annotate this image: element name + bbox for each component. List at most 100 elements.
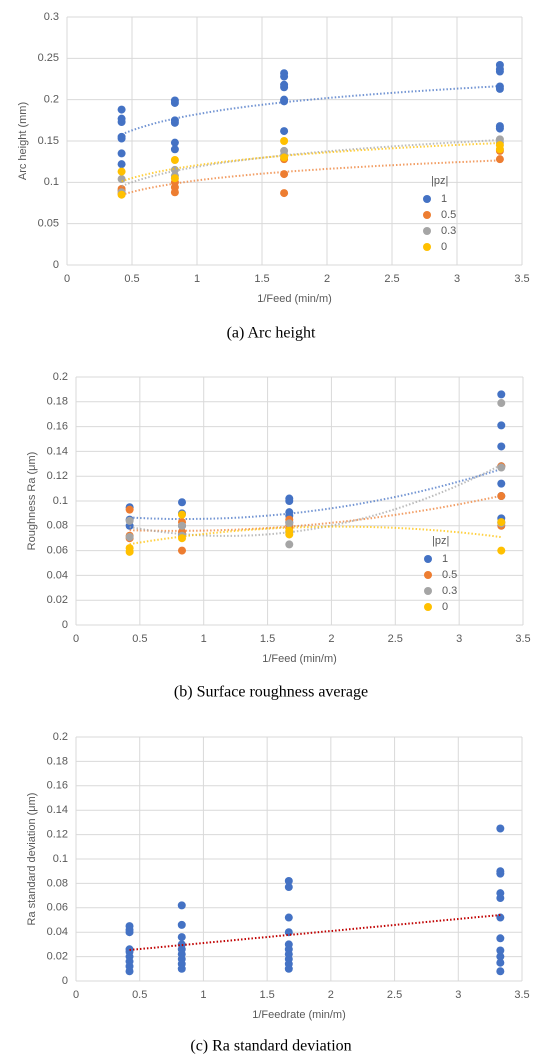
point — [117, 167, 126, 176]
x-tick-label: 3.5 — [514, 273, 529, 285]
point — [496, 952, 505, 961]
legend-label: 0.3 — [442, 585, 457, 597]
y-tick-label: 0 — [62, 975, 68, 987]
point — [496, 894, 505, 903]
x-tick-label: 1 — [200, 989, 206, 1001]
point — [280, 137, 289, 145]
y-tick-label: 0.15 — [38, 135, 59, 147]
trendline — [129, 463, 502, 537]
x-tick-label: 0.5 — [132, 989, 147, 1001]
legend-label: 1 — [441, 193, 447, 205]
y-tick-label: 0.3 — [44, 11, 59, 23]
point — [280, 127, 289, 136]
x-tick-label: 3 — [454, 273, 460, 285]
point — [125, 547, 134, 556]
x-tick-label: 0.5 — [132, 633, 147, 645]
point — [496, 824, 505, 833]
legend-marker — [424, 603, 432, 611]
point — [170, 188, 179, 197]
x-tick-label: 2 — [328, 989, 334, 1001]
point — [495, 84, 504, 93]
x-tick-label: 0 — [64, 273, 70, 285]
y-tick-label: 0.05 — [38, 218, 59, 230]
x-axis-title: 1/Feedrate (min/m) — [252, 1009, 346, 1021]
point — [280, 189, 289, 198]
y-tick-label: 0.25 — [38, 52, 59, 64]
legend-title: |pz| — [432, 535, 449, 547]
y-tick-label: 0.06 — [47, 545, 68, 557]
point — [170, 156, 179, 165]
point — [497, 479, 506, 488]
point — [125, 505, 134, 514]
x-tick-label: 0 — [73, 633, 79, 645]
point — [496, 934, 505, 943]
x-tick-label: 2 — [328, 633, 334, 645]
x-tick-label: 3 — [455, 989, 461, 1001]
point — [495, 124, 504, 133]
y-tick-label: 0 — [53, 259, 59, 271]
point — [285, 540, 294, 549]
y-axis-title: Ra standard deviation (μm) — [26, 793, 38, 926]
point — [497, 421, 506, 430]
trendline — [121, 139, 500, 188]
y-tick-label: 0.02 — [47, 951, 68, 963]
x-tick-label: 3 — [456, 633, 462, 645]
point — [497, 390, 506, 399]
point — [125, 516, 134, 525]
x-tick-label: 2 — [324, 273, 330, 285]
point — [280, 83, 289, 92]
point — [117, 160, 126, 169]
trendline — [121, 85, 500, 136]
legend-marker — [423, 211, 431, 219]
point — [117, 149, 126, 158]
y-axis-title: Arc height (mm) — [17, 102, 29, 180]
point — [117, 105, 126, 114]
point — [170, 98, 179, 107]
point — [495, 145, 504, 154]
point — [496, 958, 505, 967]
x-tick-label: 2.5 — [387, 989, 402, 1001]
y-tick-label: 0.1 — [53, 495, 68, 507]
legend-label: 0 — [441, 241, 447, 253]
x-tick-label: 3.5 — [514, 989, 529, 1001]
x-tick-label: 1.5 — [259, 989, 274, 1001]
point — [170, 118, 179, 127]
x-tick-label: 0.5 — [124, 273, 139, 285]
point — [280, 72, 289, 81]
trendline — [129, 494, 502, 532]
point — [280, 153, 289, 162]
point — [284, 964, 293, 973]
trendline — [121, 159, 500, 196]
point — [170, 174, 179, 183]
point — [284, 876, 293, 885]
legend-marker — [423, 243, 431, 251]
point — [125, 967, 134, 976]
legend-marker — [424, 571, 432, 579]
y-tick-label: 0.04 — [47, 926, 68, 938]
point — [497, 546, 506, 555]
caption: (b) Surface roughness average — [174, 684, 368, 701]
x-tick-label: 1.5 — [260, 633, 275, 645]
point — [177, 964, 186, 973]
point — [497, 492, 506, 501]
point — [497, 399, 506, 408]
point — [177, 920, 186, 929]
point — [285, 530, 294, 539]
point — [117, 117, 126, 126]
point — [178, 521, 187, 530]
point — [285, 497, 294, 505]
x-tick-label: 2.5 — [388, 633, 403, 645]
y-axis-title: Roughness Ra (μm) — [26, 452, 38, 551]
x-axis-title: 1/Feed (min/m) — [257, 293, 332, 305]
point — [495, 155, 504, 164]
point — [125, 532, 134, 541]
point — [177, 933, 186, 942]
trendline — [129, 914, 501, 951]
y-tick-label: 0.14 — [47, 445, 68, 457]
legend-label: 0.3 — [441, 225, 456, 237]
point — [117, 175, 126, 184]
y-tick-label: 0.14 — [47, 804, 68, 816]
y-tick-label: 0.04 — [47, 569, 68, 581]
